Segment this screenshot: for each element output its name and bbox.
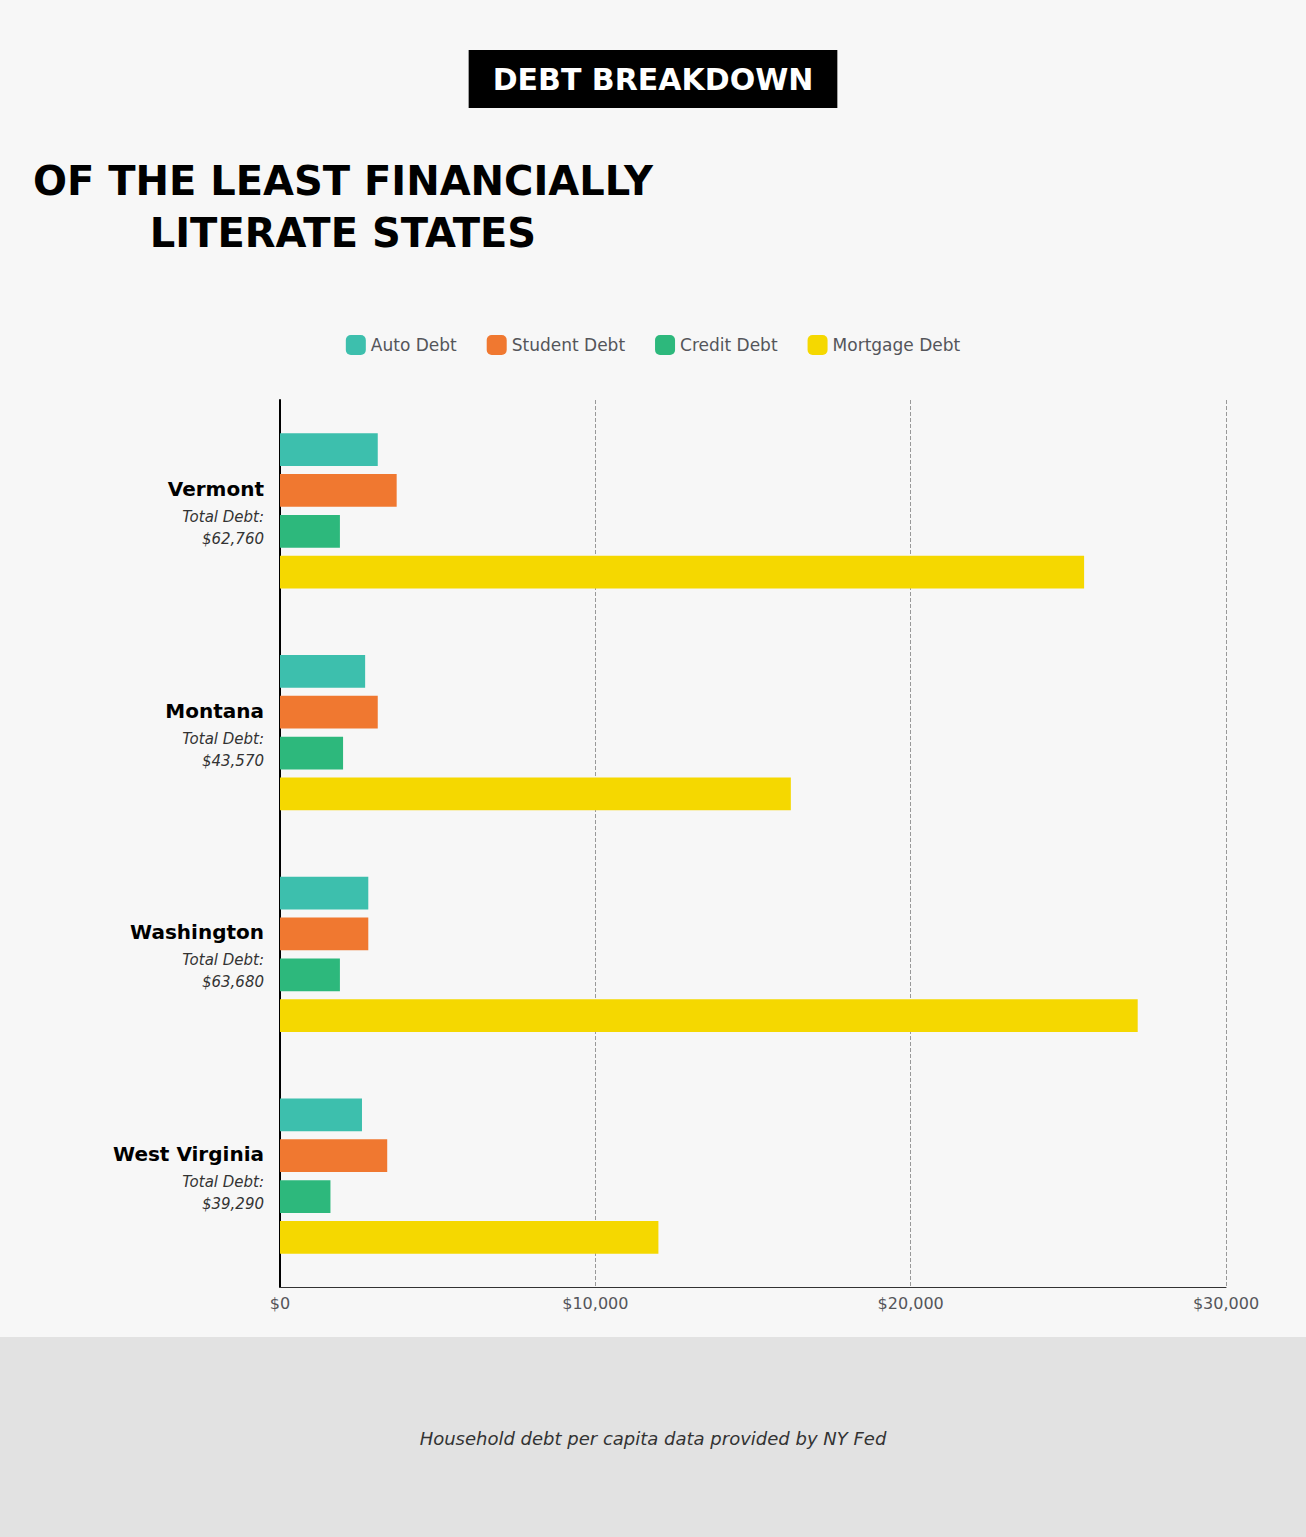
svg-text:DEBT BREAKDOWN: DEBT BREAKDOWN — [493, 62, 814, 97]
svg-text:OF THE LEAST FINANCIALLY: OF THE LEAST FINANCIALLY — [33, 158, 654, 204]
svg-text:Credit Debt: Credit Debt — [680, 335, 778, 355]
svg-text:$43,570: $43,570 — [202, 752, 264, 770]
svg-text:Vermont: Vermont — [168, 477, 265, 501]
svg-text:Auto Debt: Auto Debt — [371, 335, 457, 355]
svg-text:$10,000: $10,000 — [562, 1294, 628, 1313]
svg-text:Montana: Montana — [165, 699, 264, 723]
svg-text:$62,760: $62,760 — [202, 530, 264, 548]
svg-text:Total Debt:: Total Debt: — [182, 730, 264, 748]
svg-text:LITERATE STATES: LITERATE STATES — [150, 210, 536, 256]
svg-text:$30,000: $30,000 — [1193, 1294, 1259, 1313]
svg-text:$20,000: $20,000 — [878, 1294, 944, 1313]
svg-text:Total Debt:: Total Debt: — [182, 508, 264, 526]
svg-text:$39,290: $39,290 — [202, 1195, 264, 1213]
svg-text:$63,680: $63,680 — [202, 973, 264, 991]
svg-text:Student Debt: Student Debt — [512, 335, 626, 355]
svg-text:Washington: Washington — [130, 920, 264, 944]
svg-text:Total Debt:: Total Debt: — [182, 1173, 264, 1191]
svg-text:West Virginia: West Virginia — [113, 1142, 264, 1166]
svg-text:Total Debt:: Total Debt: — [182, 951, 264, 969]
svg-text:Mortgage Debt: Mortgage Debt — [833, 335, 961, 355]
svg-text:$0: $0 — [270, 1294, 290, 1313]
svg-text:Household debt per capita data: Household debt per capita data provided … — [420, 1428, 887, 1449]
